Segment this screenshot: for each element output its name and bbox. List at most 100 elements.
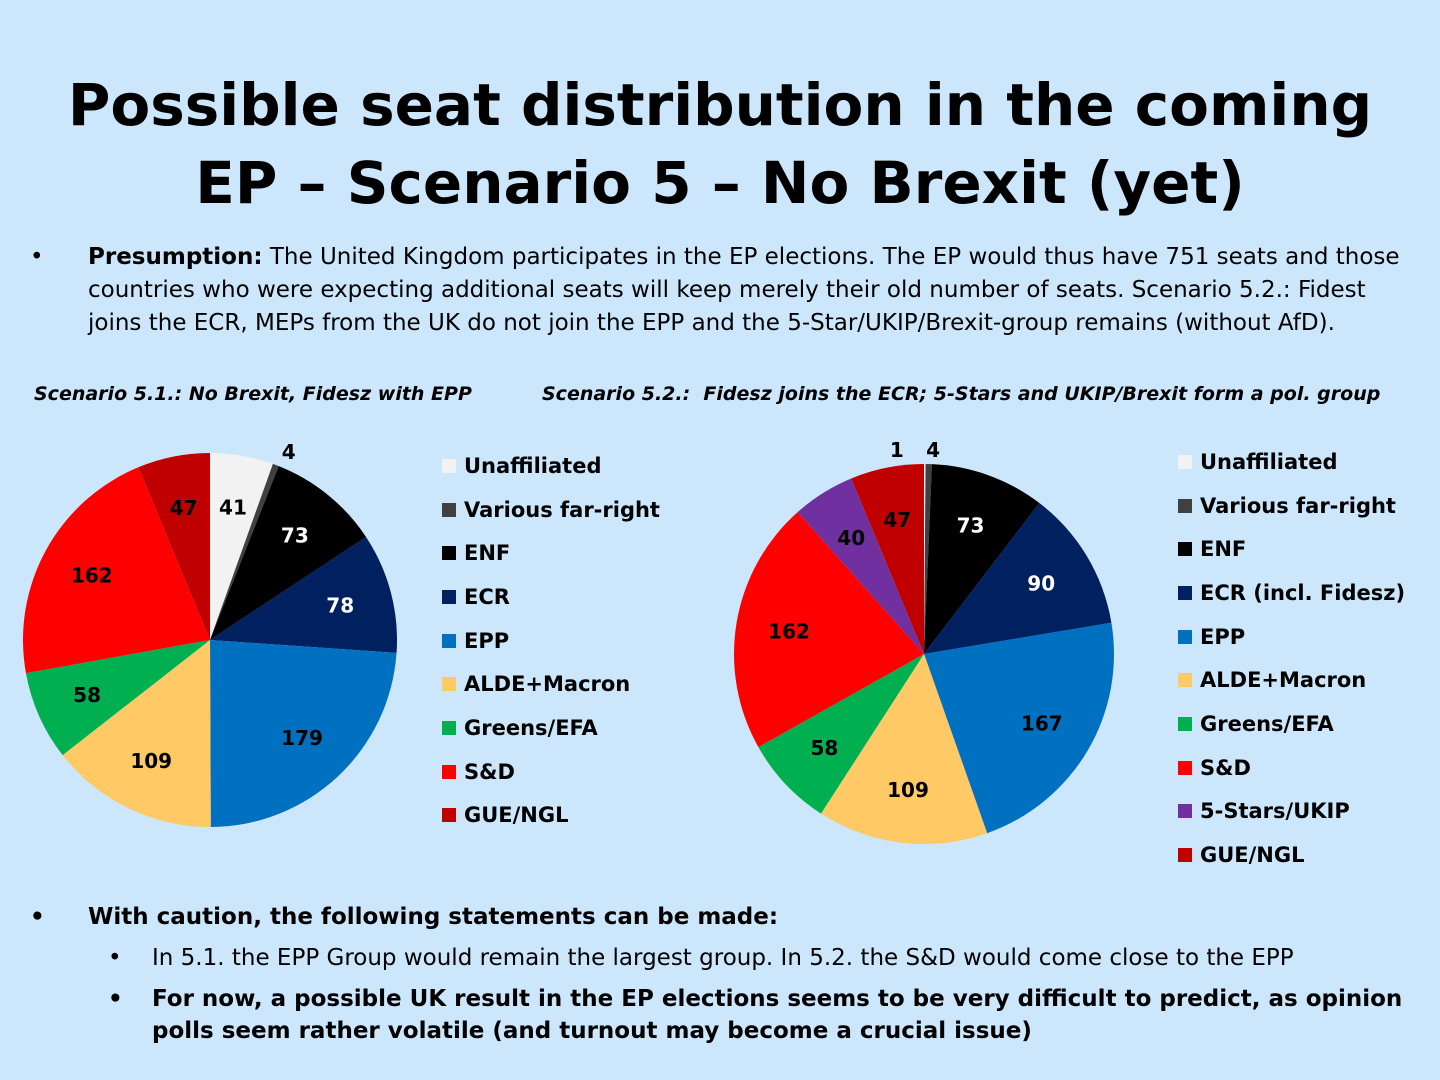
- legend-item-unaffiliated: Unaffiliated: [1178, 440, 1405, 484]
- statement-2: • For now, a possible UK result in the E…: [108, 986, 1403, 1044]
- chart2-slice-unaffiliated: [924, 464, 926, 654]
- legend-swatch: [1178, 542, 1192, 557]
- statement-1: • In 5.1. the EPP Group would remain the…: [108, 945, 1294, 971]
- chart2-slice-enf: [924, 464, 1040, 654]
- chart1-slice-s-d: [23, 467, 210, 674]
- chart2-label-s-d: 162: [768, 619, 810, 643]
- chart1-label-s-d: 162: [71, 563, 113, 587]
- caution-bullet: • With caution, the following statements…: [30, 904, 779, 930]
- legend-item-enf: ENF: [1178, 527, 1405, 571]
- chart2-label-5-stars-ukip: 40: [837, 526, 865, 550]
- legend-item-epp: EPP: [442, 619, 660, 663]
- legend-swatch: [442, 808, 456, 823]
- legend-label: Various far-right: [1200, 493, 1396, 518]
- chart2-title: Scenario 5.2.: Fidesz joins the ECR; 5-S…: [542, 383, 1381, 405]
- chart2-label-alde-macron: 109: [887, 778, 929, 802]
- chart2-slice-5-stars-ukip: [797, 478, 924, 654]
- chart2-label-enf: 73: [957, 513, 985, 537]
- chart1-slice-unaffiliated: [210, 453, 273, 640]
- chart1-legend: Unaffiliated Various far-right ENF ECR EPP AL…: [442, 444, 660, 837]
- legend-item-ecr: ECR: [442, 575, 660, 619]
- legend-label: ALDE+Macron: [464, 672, 631, 697]
- legend-label: S&D: [464, 759, 515, 784]
- chart2-slice-epp: [924, 622, 1115, 834]
- legend-label: Greens/EFA: [1200, 711, 1334, 736]
- legend-swatch: [442, 502, 456, 517]
- legend-item-epp: EPP: [1178, 615, 1405, 659]
- legend-swatch: [1178, 804, 1192, 819]
- legend-label: EPP: [1200, 624, 1246, 649]
- legend-swatch: [442, 677, 456, 692]
- chart1-title: Scenario 5.1.: No Brexit, Fidesz with EP…: [34, 383, 472, 405]
- legend-item-gue-ngl: GUE/NGL: [1178, 833, 1405, 877]
- legend-label: ENF: [1200, 537, 1247, 562]
- legend-swatch: [1178, 629, 1192, 644]
- legend-item-alde-macron: ALDE+Macron: [1178, 658, 1405, 702]
- chart2-label-various-far-right: 4: [926, 438, 940, 462]
- legend-item-ecr-incl-fidesz: ECR (incl. Fidesz): [1178, 571, 1405, 615]
- chart1-slice-ecr: [210, 536, 397, 653]
- legend-label: ENF: [464, 541, 511, 566]
- chart2-slice-greens-efa: [758, 654, 924, 814]
- legend-label: Unaffiliated: [464, 453, 602, 478]
- chart1-label-greens-efa: 58: [73, 683, 101, 707]
- legend-swatch: [1178, 760, 1192, 775]
- chart2-slice-ecr-incl-fidesz: [924, 503, 1112, 654]
- chart2-slice-alde-macron: [820, 654, 988, 845]
- chart1-slice-epp: [210, 640, 397, 827]
- legend-swatch: [1178, 498, 1192, 513]
- legend-item-enf: ENF: [442, 531, 660, 575]
- chart1-label-unaffiliated: 41: [219, 495, 247, 519]
- legend-swatch: [442, 633, 456, 648]
- slide-title: Possible seat distribution in the coming…: [67, 71, 1373, 217]
- legend-label: Various far-right: [464, 497, 660, 522]
- legend-swatch: [1178, 848, 1192, 863]
- chart2-label-greens-efa: 58: [810, 736, 838, 760]
- legend-item-various-far-right: Various far-right: [1178, 484, 1405, 528]
- chart1-label-various-far-right: 4: [282, 440, 296, 464]
- legend-item-s-d: S&D: [442, 750, 660, 794]
- legend-swatch: [442, 458, 456, 473]
- chart2-label-unaffiliated: 1: [890, 438, 904, 462]
- legend-label: Unaffiliated: [1200, 449, 1338, 474]
- presumption-bullet: • Presumption: The United Kingdom partic…: [30, 244, 1400, 336]
- chart1-label-ecr: 78: [326, 594, 354, 618]
- legend-item-greens-efa: Greens/EFA: [442, 706, 660, 750]
- legend-label: S&D: [1200, 755, 1251, 780]
- legend-item-gue-ngl: GUE/NGL: [442, 794, 660, 838]
- chart1-slice-greens-efa: [25, 640, 211, 756]
- legend-label: ECR (incl. Fidesz): [1200, 580, 1406, 605]
- legend-swatch: [1178, 716, 1192, 731]
- legend-swatch: [1178, 673, 1192, 688]
- chart1-slice-gue-ngl: [138, 453, 210, 640]
- legend-swatch: [442, 589, 456, 604]
- chart2-slice-gue-ngl: [851, 464, 924, 654]
- chart2-label-epp: 167: [1021, 712, 1063, 736]
- legend-swatch: [1178, 454, 1192, 469]
- legend-swatch: [442, 546, 456, 561]
- chart2-legend: Unaffiliated Various far-right ENF ECR (inc…: [1178, 440, 1405, 877]
- chart2-label-ecr-incl-fidesz: 90: [1027, 571, 1055, 595]
- chart1-label-gue-ngl: 47: [170, 496, 198, 520]
- legend-swatch: [442, 720, 456, 735]
- legend-label: Greens/EFA: [464, 715, 598, 740]
- legend-item-alde-macron: ALDE+Macron: [442, 662, 660, 706]
- legend-item-various-far-right: Various far-right: [442, 488, 660, 532]
- legend-item-s-d: S&D: [1178, 746, 1405, 790]
- legend-swatch: [442, 764, 456, 779]
- chart2-label-gue-ngl: 47: [883, 508, 911, 532]
- legend-swatch: [1178, 585, 1192, 600]
- legend-label: GUE/NGL: [464, 803, 569, 828]
- chart2-slice-s-d: [734, 512, 924, 748]
- legend-label: GUE/NGL: [1200, 843, 1305, 868]
- chart1-slice-alde-macron: [62, 640, 211, 827]
- legend-item-unaffiliated: Unaffiliated: [442, 444, 660, 488]
- legend-label: 5-Stars/UKIP: [1200, 799, 1350, 824]
- chart1-slice-various-far-right: [210, 463, 279, 640]
- legend-label: ECR: [464, 584, 510, 609]
- chart2-slice-various-far-right: [924, 464, 932, 654]
- legend-item-5-stars-ukip: 5-Stars/UKIP: [1178, 790, 1405, 834]
- chart1-label-alde-macron: 109: [130, 749, 172, 773]
- chart1-label-epp: 179: [281, 726, 323, 750]
